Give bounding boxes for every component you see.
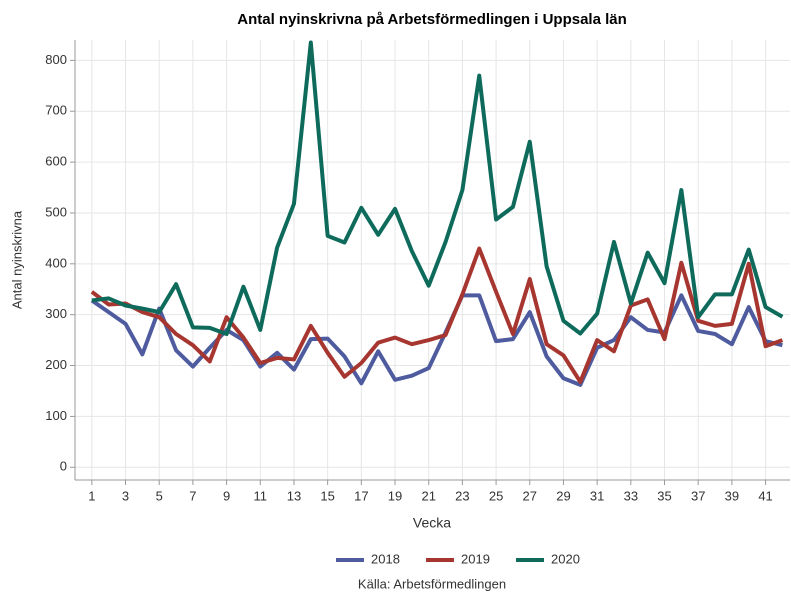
x-tick-label: 5 — [156, 488, 163, 503]
x-tick-label: 19 — [388, 488, 402, 503]
x-tick-label: 13 — [287, 488, 301, 503]
x-tick-label: 25 — [489, 488, 503, 503]
x-tick-label: 31 — [590, 488, 604, 503]
legend-label: 2019 — [461, 551, 490, 566]
x-tick-label: 17 — [354, 488, 368, 503]
x-tick-label: 21 — [421, 488, 435, 503]
chart-title: Antal nyinskrivna på Arbetsförmedlingen … — [237, 11, 627, 28]
y-tick-label: 500 — [45, 204, 67, 219]
x-tick-label: 7 — [189, 488, 196, 503]
y-axis-label: Antal nyinskrivna — [9, 210, 24, 309]
x-tick-label: 39 — [725, 488, 739, 503]
x-tick-label: 37 — [691, 488, 705, 503]
x-axis-label: Vecka — [413, 515, 451, 531]
x-tick-label: 35 — [657, 488, 671, 503]
y-tick-label: 600 — [45, 154, 67, 169]
y-tick-label: 100 — [45, 408, 67, 423]
x-tick-label: 15 — [320, 488, 334, 503]
y-tick-label: 0 — [60, 459, 67, 474]
series-line — [90, 246, 784, 384]
y-tick-label: 800 — [45, 52, 67, 67]
x-tick-label: 33 — [624, 488, 638, 503]
x-tick-label: 41 — [758, 488, 772, 503]
series-line — [90, 293, 783, 387]
y-tick-label: 700 — [45, 103, 67, 118]
x-tick-label: 11 — [254, 488, 268, 503]
legend-label: 2020 — [551, 551, 580, 566]
x-tick-label: 3 — [122, 488, 129, 503]
x-tick-label: 23 — [455, 488, 469, 503]
x-tick-label: 1 — [88, 488, 95, 503]
y-tick-label: 200 — [45, 357, 67, 372]
x-tick-label: 29 — [556, 488, 570, 503]
y-tick-label: 300 — [45, 306, 67, 321]
series-line — [91, 40, 784, 337]
legend-label: 2018 — [371, 551, 400, 566]
x-tick-label: 9 — [223, 488, 230, 503]
source: Källa: Arbetsförmedlingen — [358, 576, 506, 591]
x-tick-label: 27 — [523, 488, 537, 503]
y-tick-label: 400 — [45, 255, 67, 270]
